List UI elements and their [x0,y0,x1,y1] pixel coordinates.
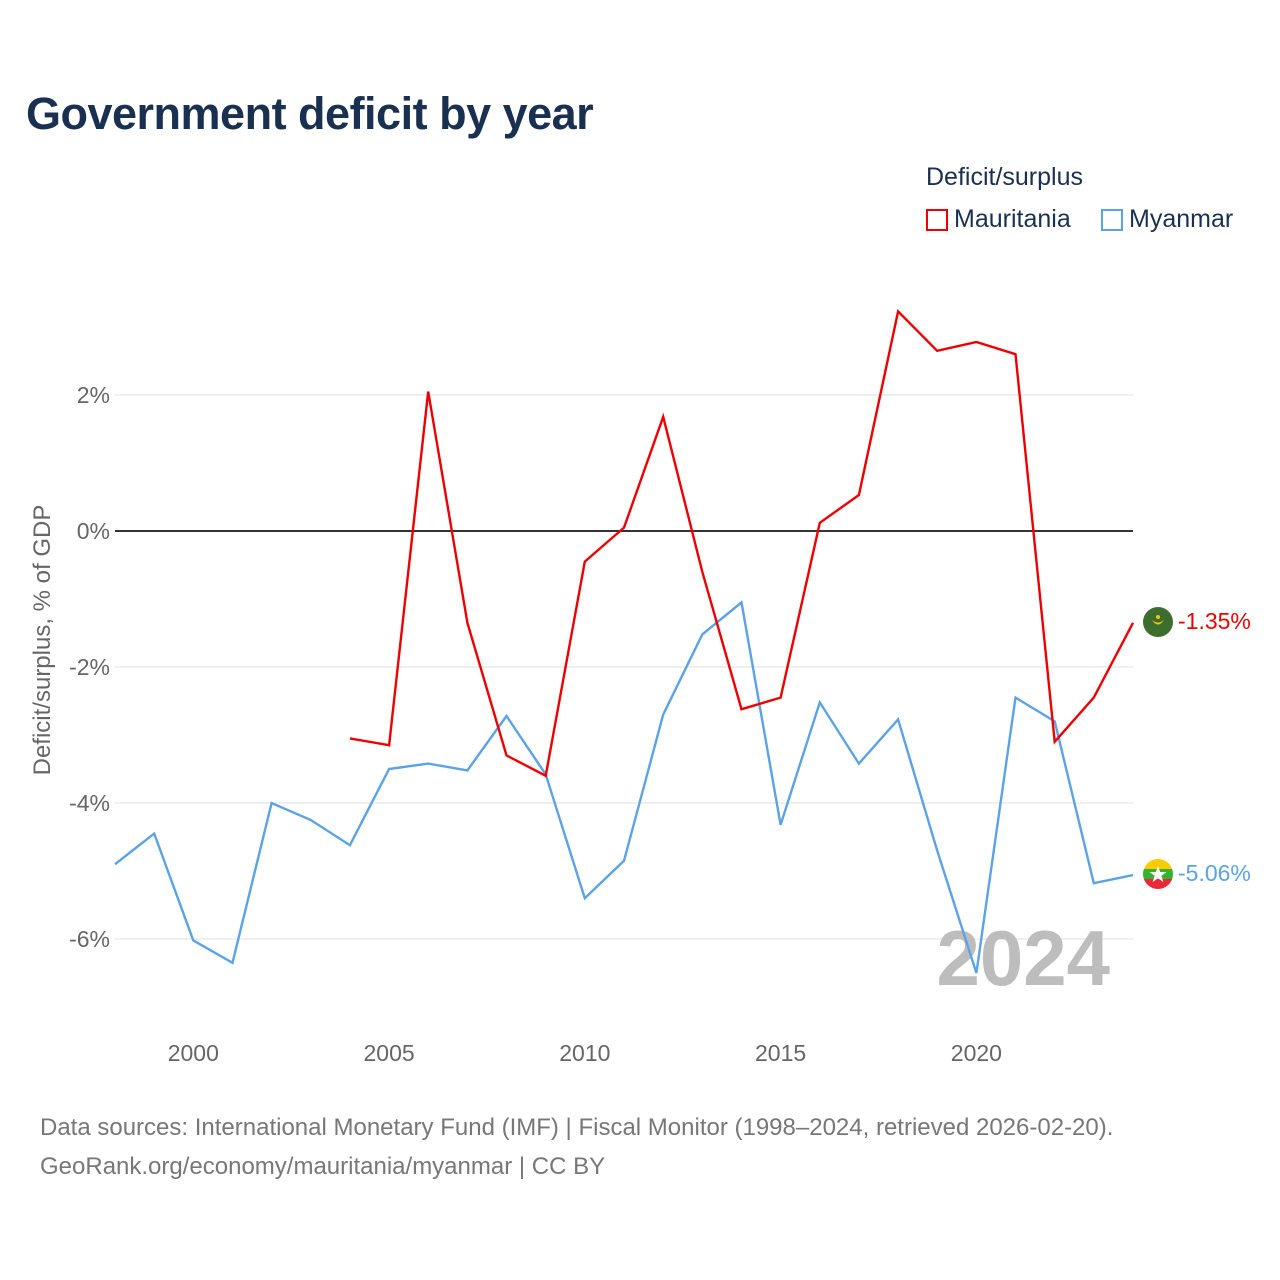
legend-swatch-mauritania [926,208,948,231]
y-axis-ticks: 2% 0% -2% -4% -6% [69,382,110,952]
series-end-markers: -1.35% -5.06% [1143,607,1251,889]
x-axis-ticks: 2000 2005 2010 2015 2020 [168,1040,1002,1066]
y-tick-label: -6% [69,926,110,952]
x-tick-label: 2005 [363,1040,414,1066]
x-tick-label: 2020 [951,1040,1002,1066]
x-tick-label: 2015 [755,1040,806,1066]
legend-item-myanmar[interactable]: Myanmar [1101,205,1233,234]
y-tick-label: 0% [77,518,110,544]
end-label-myanmar: -5.06% [1178,860,1251,886]
year-watermark: 2024 [936,914,1110,1002]
legend-swatch-myanmar [1101,208,1123,231]
legend-title: Deficit/surplus [926,163,1083,191]
legend-item-mauritania[interactable]: Mauritania [926,205,1071,234]
series-line-myanmar [114,600,1134,974]
y-tick-label: -4% [69,790,110,816]
data-source-note: Data sources: International Monetary Fun… [40,1108,1113,1186]
grid-lines [115,394,1133,940]
mauritania-flag-icon [1143,607,1173,637]
x-tick-label: 2000 [168,1040,219,1066]
end-label-mauritania: -1.35% [1178,608,1251,634]
series-line-mauritania [349,308,1135,778]
x-tick-label: 2010 [559,1040,610,1066]
source-line-1: Data sources: International Monetary Fun… [40,1114,1114,1141]
legend-label-myanmar: Myanmar [1129,205,1234,233]
source-link[interactable]: GeoRank.org/economy/mauritania/myanmar |… [40,1153,606,1180]
line-chart: 2%0%-2%-4%-6% 2000 2005 2010 2015 2020 2024 … [29,308,1251,1066]
y-axis-label: Deficit/surplus, % of GDP [29,505,56,776]
y-tick-label: 2% [77,382,110,408]
myanmar-flag-icon [1143,859,1173,889]
chart-title: Government deficit by year [26,88,594,139]
legend-label-mauritania: Mauritania [954,205,1071,233]
series-lines [114,308,1135,974]
y-tick-label: -2% [69,654,110,680]
